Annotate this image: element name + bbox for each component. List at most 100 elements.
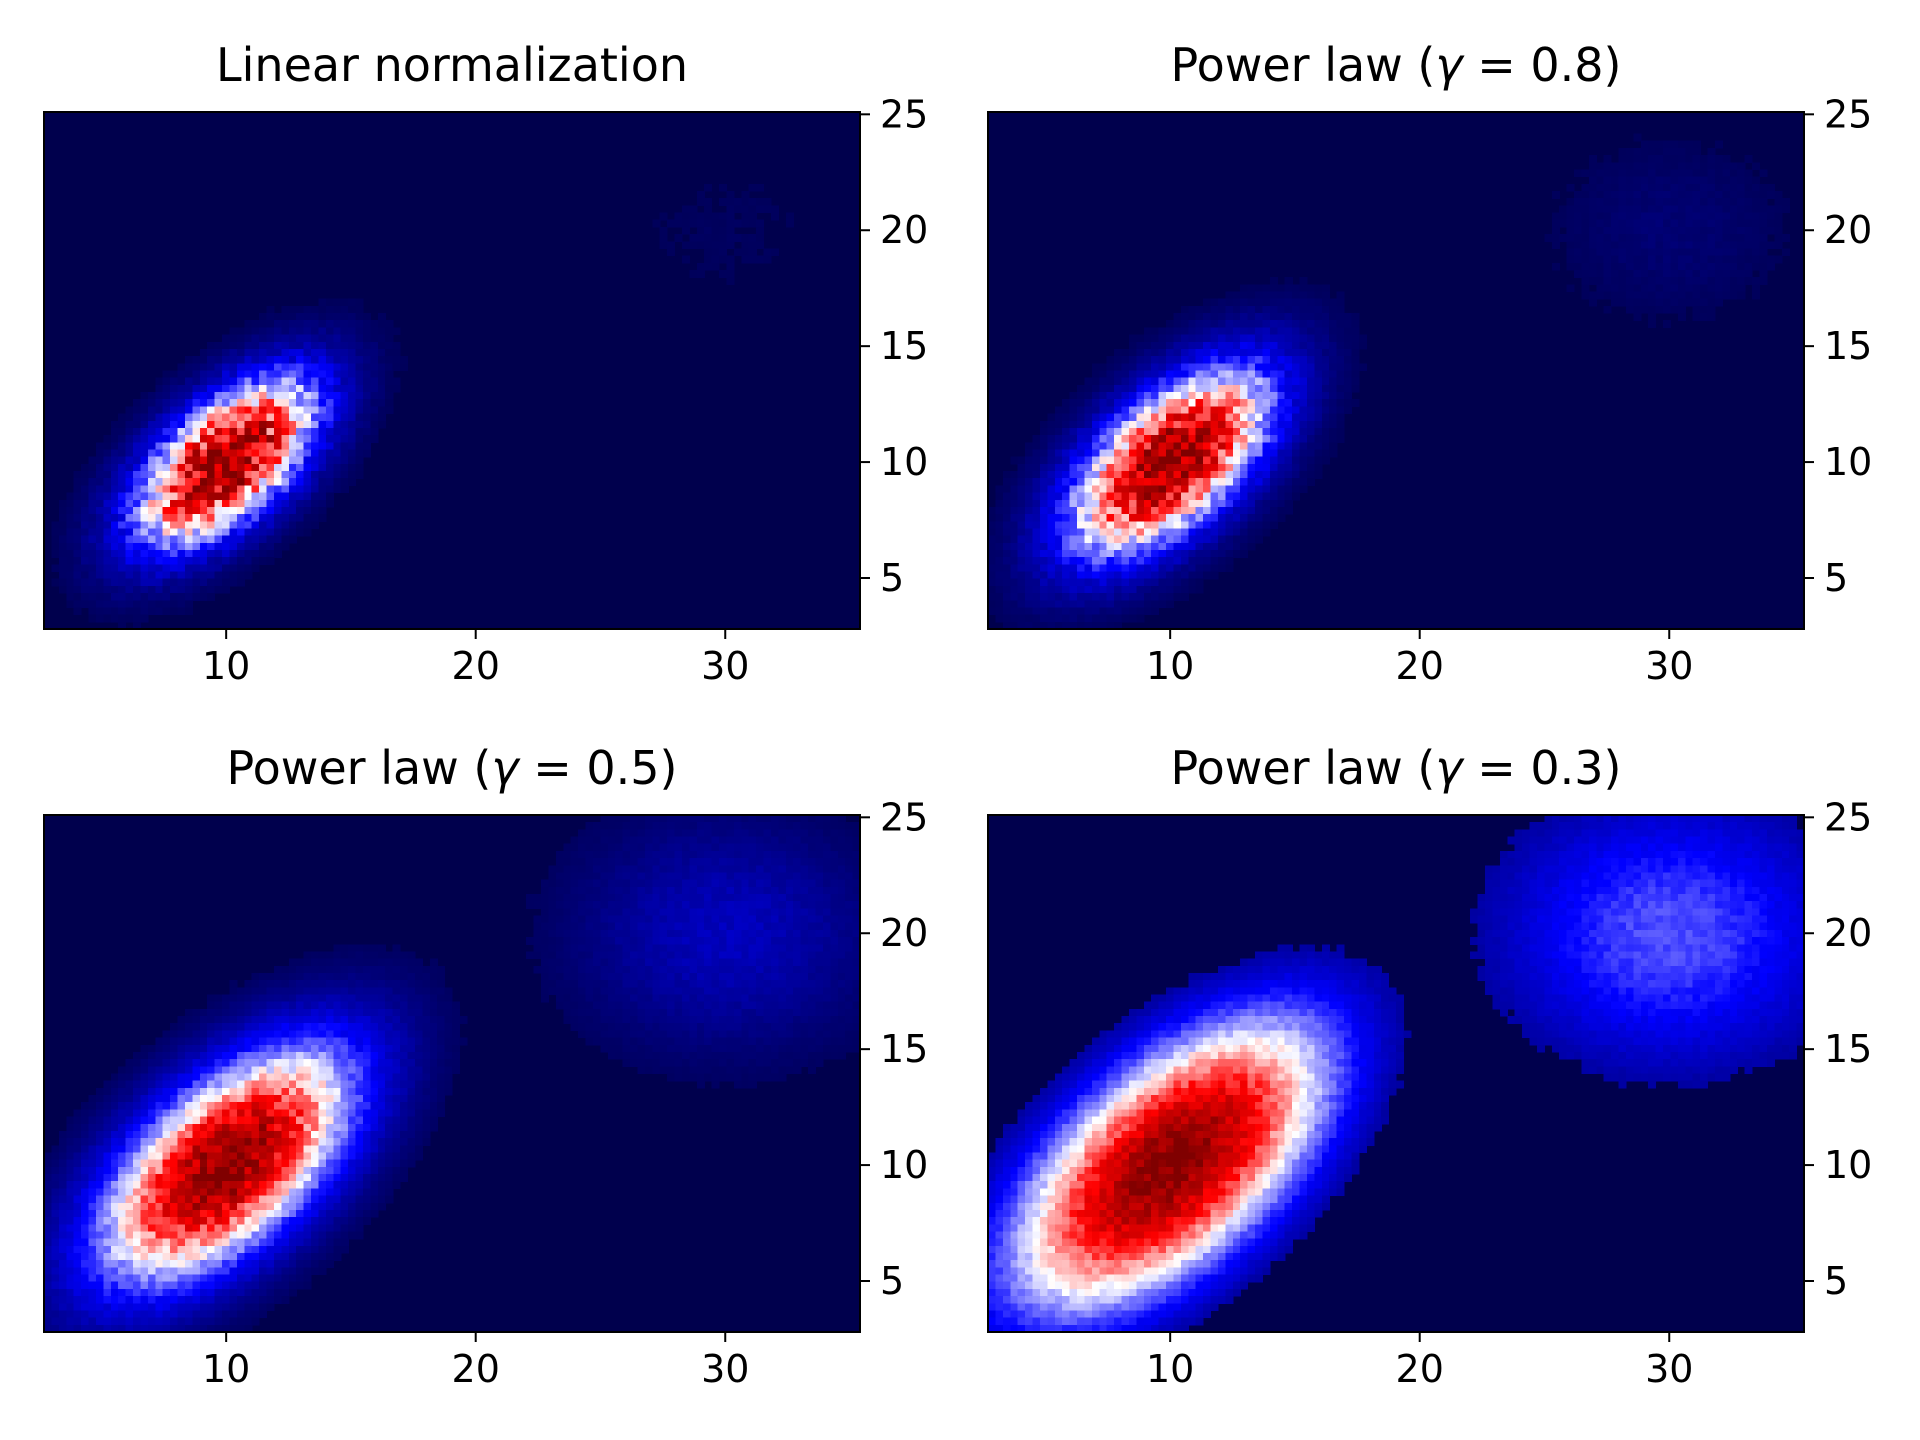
heatmap-cell <box>570 879 579 888</box>
heatmap-cell <box>1180 463 1189 472</box>
heatmap-cell <box>845 822 854 830</box>
heatmap-cell <box>1173 370 1182 379</box>
heatmap-cell <box>1114 370 1123 379</box>
heatmap-cell <box>1240 471 1249 479</box>
heatmap-cell <box>667 958 676 967</box>
heatmap-cell <box>273 514 282 522</box>
heatmap-cell <box>236 392 245 400</box>
heatmap-cell <box>1203 514 1212 522</box>
heatmap-cell <box>548 886 557 895</box>
heatmap-cell <box>815 922 824 931</box>
heatmap-cell <box>140 607 149 616</box>
heatmap-cell <box>1025 550 1034 558</box>
heatmap-cell <box>229 987 238 996</box>
heatmap-cell <box>1240 320 1249 329</box>
heatmap-cell <box>1663 234 1672 242</box>
heatmap-cell <box>704 198 713 206</box>
heatmap-cell <box>1284 463 1293 472</box>
heatmap-cell <box>147 585 156 594</box>
heatmap-cell <box>1002 514 1011 522</box>
heatmap-cell <box>355 944 364 953</box>
heatmap-cell <box>318 442 327 451</box>
heatmap-cell <box>281 463 290 472</box>
heatmap-cell <box>785 929 794 938</box>
heatmap-cell <box>615 815 624 823</box>
heatmap-cell <box>548 944 557 953</box>
heatmap-cell <box>741 922 750 931</box>
heatmap-cell <box>808 958 817 967</box>
heatmap-cell <box>808 886 817 895</box>
heatmap-cell <box>1277 514 1286 522</box>
heatmap-cell <box>1136 521 1145 530</box>
heatmap-cell <box>162 499 171 508</box>
heatmap-cell <box>1062 535 1071 544</box>
heatmap-cell <box>1128 535 1137 544</box>
heatmap-cell <box>1217 535 1226 544</box>
heatmap-cell <box>296 449 305 458</box>
heatmap-cell <box>1151 435 1160 443</box>
heatmap-cell <box>1195 341 1204 350</box>
heatmap-cell <box>1247 384 1256 393</box>
heatmap-cell <box>1084 607 1093 616</box>
heatmap-cell <box>748 944 757 953</box>
heatmap-cell <box>1217 449 1226 458</box>
heatmap-cell <box>1217 521 1226 530</box>
heatmap-cell <box>1121 471 1130 479</box>
heatmap-cell <box>1722 198 1731 206</box>
heatmap-cell <box>1247 305 1256 314</box>
heatmap-cell <box>1618 298 1627 307</box>
heatmap-cell <box>125 478 134 486</box>
heatmap-cell <box>1173 557 1182 565</box>
heatmap-cell <box>1744 234 1753 242</box>
heatmap-cell <box>741 972 750 981</box>
heatmap-cell <box>199 535 208 544</box>
heatmap-cell <box>711 944 720 953</box>
heatmap-cell <box>259 506 268 515</box>
heatmap-cell <box>1099 521 1108 530</box>
heatmap-cell <box>340 384 349 393</box>
heatmap-cell <box>118 593 127 601</box>
heatmap-cell <box>377 951 386 960</box>
heatmap-cell <box>1284 384 1293 393</box>
heatmap-cell <box>1091 449 1100 458</box>
heatmap-cell <box>1106 600 1115 609</box>
heatmap-cell <box>1314 471 1323 479</box>
heatmap-cell <box>763 965 772 974</box>
heatmap-cell <box>1262 427 1271 436</box>
heatmap-cell <box>1284 327 1293 336</box>
heatmap-cell <box>1714 241 1723 250</box>
heatmap-cell <box>1232 291 1241 300</box>
heatmap-cell <box>110 463 119 472</box>
heatmap-cell <box>333 313 342 321</box>
heatmap-cell <box>995 571 1004 580</box>
heatmap-cell <box>1692 162 1701 171</box>
heatmap-cell <box>1173 535 1182 544</box>
heatmap-cell <box>1240 442 1249 451</box>
heatmap-cell <box>630 980 639 988</box>
heatmap-cell <box>1180 348 1189 357</box>
heatmap-cell <box>555 958 564 967</box>
heatmap-cell <box>1128 550 1137 558</box>
heatmap-cell <box>288 514 297 522</box>
heatmap-cell <box>1047 557 1056 565</box>
heatmap-cell <box>748 183 757 192</box>
heatmap-cell <box>1054 571 1063 580</box>
heatmap-cell <box>1321 435 1330 443</box>
heatmap-cell <box>318 435 327 443</box>
heatmap-cell <box>1151 564 1160 573</box>
heatmap-cell <box>1217 320 1226 329</box>
heatmap-cell <box>756 951 765 960</box>
heatmap-cell <box>303 958 312 967</box>
heatmap-cell <box>756 922 765 931</box>
heatmap-cell <box>1017 585 1026 594</box>
heatmap-cell <box>1114 471 1123 479</box>
heatmap-cell <box>199 456 208 465</box>
heatmap-cell <box>162 456 171 465</box>
heatmap-cell <box>696 865 705 874</box>
heatmap-cell <box>1240 413 1249 422</box>
heatmap-cell <box>288 972 297 981</box>
heatmap-cell <box>1091 564 1100 573</box>
heatmap-cell <box>125 514 134 522</box>
heatmap-cell <box>1010 607 1019 616</box>
heatmap-cell <box>1611 262 1620 271</box>
